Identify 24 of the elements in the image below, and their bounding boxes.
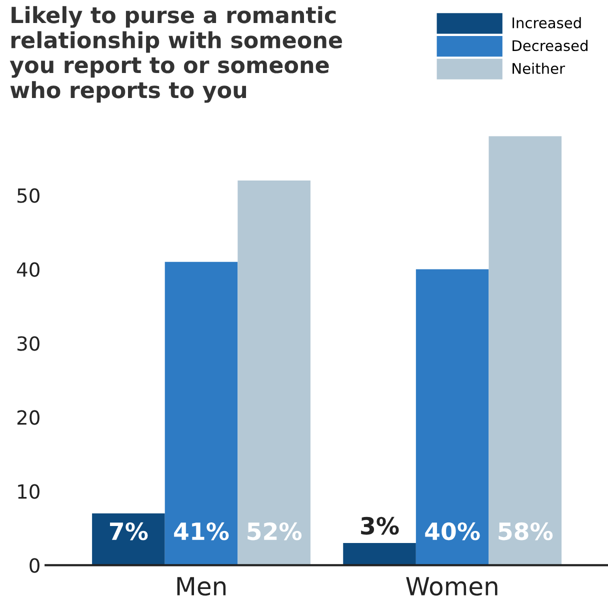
x-tick-label: Women: [406, 577, 498, 596]
chart-title: Likely to purse a romantic relationship with someone you report to or someone who reports to you: [10, 6, 342, 103]
y-tick-label: 30: [17, 336, 40, 351]
y-tick-label: 50: [17, 188, 40, 203]
legend-label: Neither: [512, 62, 566, 74]
data-label: 52%: [248, 522, 302, 540]
y-tick-label: 0: [30, 558, 40, 573]
bar: [416, 269, 489, 566]
legend-label: Increased: [512, 17, 581, 28]
data-label: 58%: [498, 522, 553, 540]
legend-label: Decreased: [512, 40, 588, 52]
y-tick-label: 20: [17, 410, 40, 425]
data-label: 7%: [110, 522, 148, 540]
bar: [92, 513, 165, 566]
data-label: 41%: [174, 522, 229, 540]
x-tick-label: Men: [177, 577, 226, 596]
data-label: 3%: [361, 516, 399, 535]
y-tick-label: 10: [18, 484, 40, 499]
y-tick-label: 40: [16, 262, 40, 277]
bar: [488, 136, 562, 566]
bar: [238, 180, 310, 566]
bar: [164, 262, 238, 566]
bar: [343, 542, 416, 566]
data-label: 40%: [425, 522, 480, 540]
